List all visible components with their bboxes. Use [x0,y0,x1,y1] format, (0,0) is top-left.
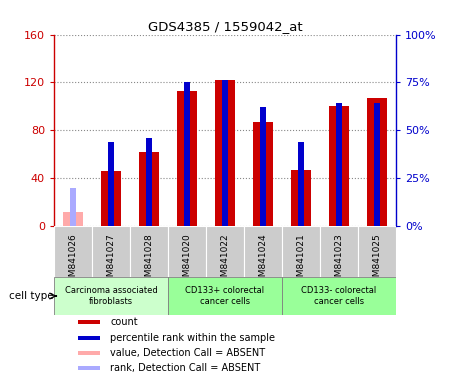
Bar [184,83,190,226]
Bar [336,103,342,226]
Bar [328,106,350,226]
Bar [139,152,159,226]
Text: rank, Detection Call = ABSENT: rank, Detection Call = ABSENT [110,363,261,373]
Bar [100,171,122,226]
Text: CD133- colorectal
cancer cells: CD133- colorectal cancer cells [302,286,377,306]
Bar [176,91,198,226]
Title: GDS4385 / 1559042_at: GDS4385 / 1559042_at [148,20,302,33]
Bar [78,351,100,355]
Text: value, Detection Call = ABSENT: value, Detection Call = ABSENT [110,348,266,358]
Text: GSM841023: GSM841023 [334,233,343,288]
Text: GSM841021: GSM841021 [297,233,306,288]
Text: GSM841028: GSM841028 [144,233,153,288]
Bar [215,80,235,226]
Bar [108,142,114,226]
Bar [260,107,266,226]
Bar [146,138,152,226]
Bar [282,226,320,277]
Bar [298,142,304,226]
Bar [168,277,282,315]
Bar [168,226,206,277]
Text: GSM841027: GSM841027 [107,233,116,288]
Bar [70,188,76,226]
Bar [282,277,396,315]
Bar [78,320,100,324]
Text: GSM841026: GSM841026 [68,233,77,288]
Bar [222,81,228,226]
Bar [252,122,274,226]
Text: percentile rank within the sample: percentile rank within the sample [110,333,275,343]
Bar [130,226,168,277]
Bar [54,226,92,277]
Bar [291,170,311,226]
Bar [374,103,380,226]
Bar [320,226,358,277]
Text: CD133+ colorectal
cancer cells: CD133+ colorectal cancer cells [185,286,265,306]
Bar [78,336,100,339]
Text: GSM841025: GSM841025 [373,233,382,288]
Bar [358,226,396,277]
Bar [63,212,83,226]
Bar [206,226,244,277]
Bar [54,277,168,315]
Text: Carcinoma associated
fibroblasts: Carcinoma associated fibroblasts [65,286,158,306]
Bar [244,226,282,277]
Text: cell type: cell type [9,291,53,301]
Bar [92,226,130,277]
Bar [367,98,387,226]
Text: GSM841022: GSM841022 [220,233,230,288]
Bar [78,366,100,370]
Text: GSM841024: GSM841024 [258,233,267,288]
Text: GSM841020: GSM841020 [183,233,192,288]
Text: count: count [110,317,138,327]
